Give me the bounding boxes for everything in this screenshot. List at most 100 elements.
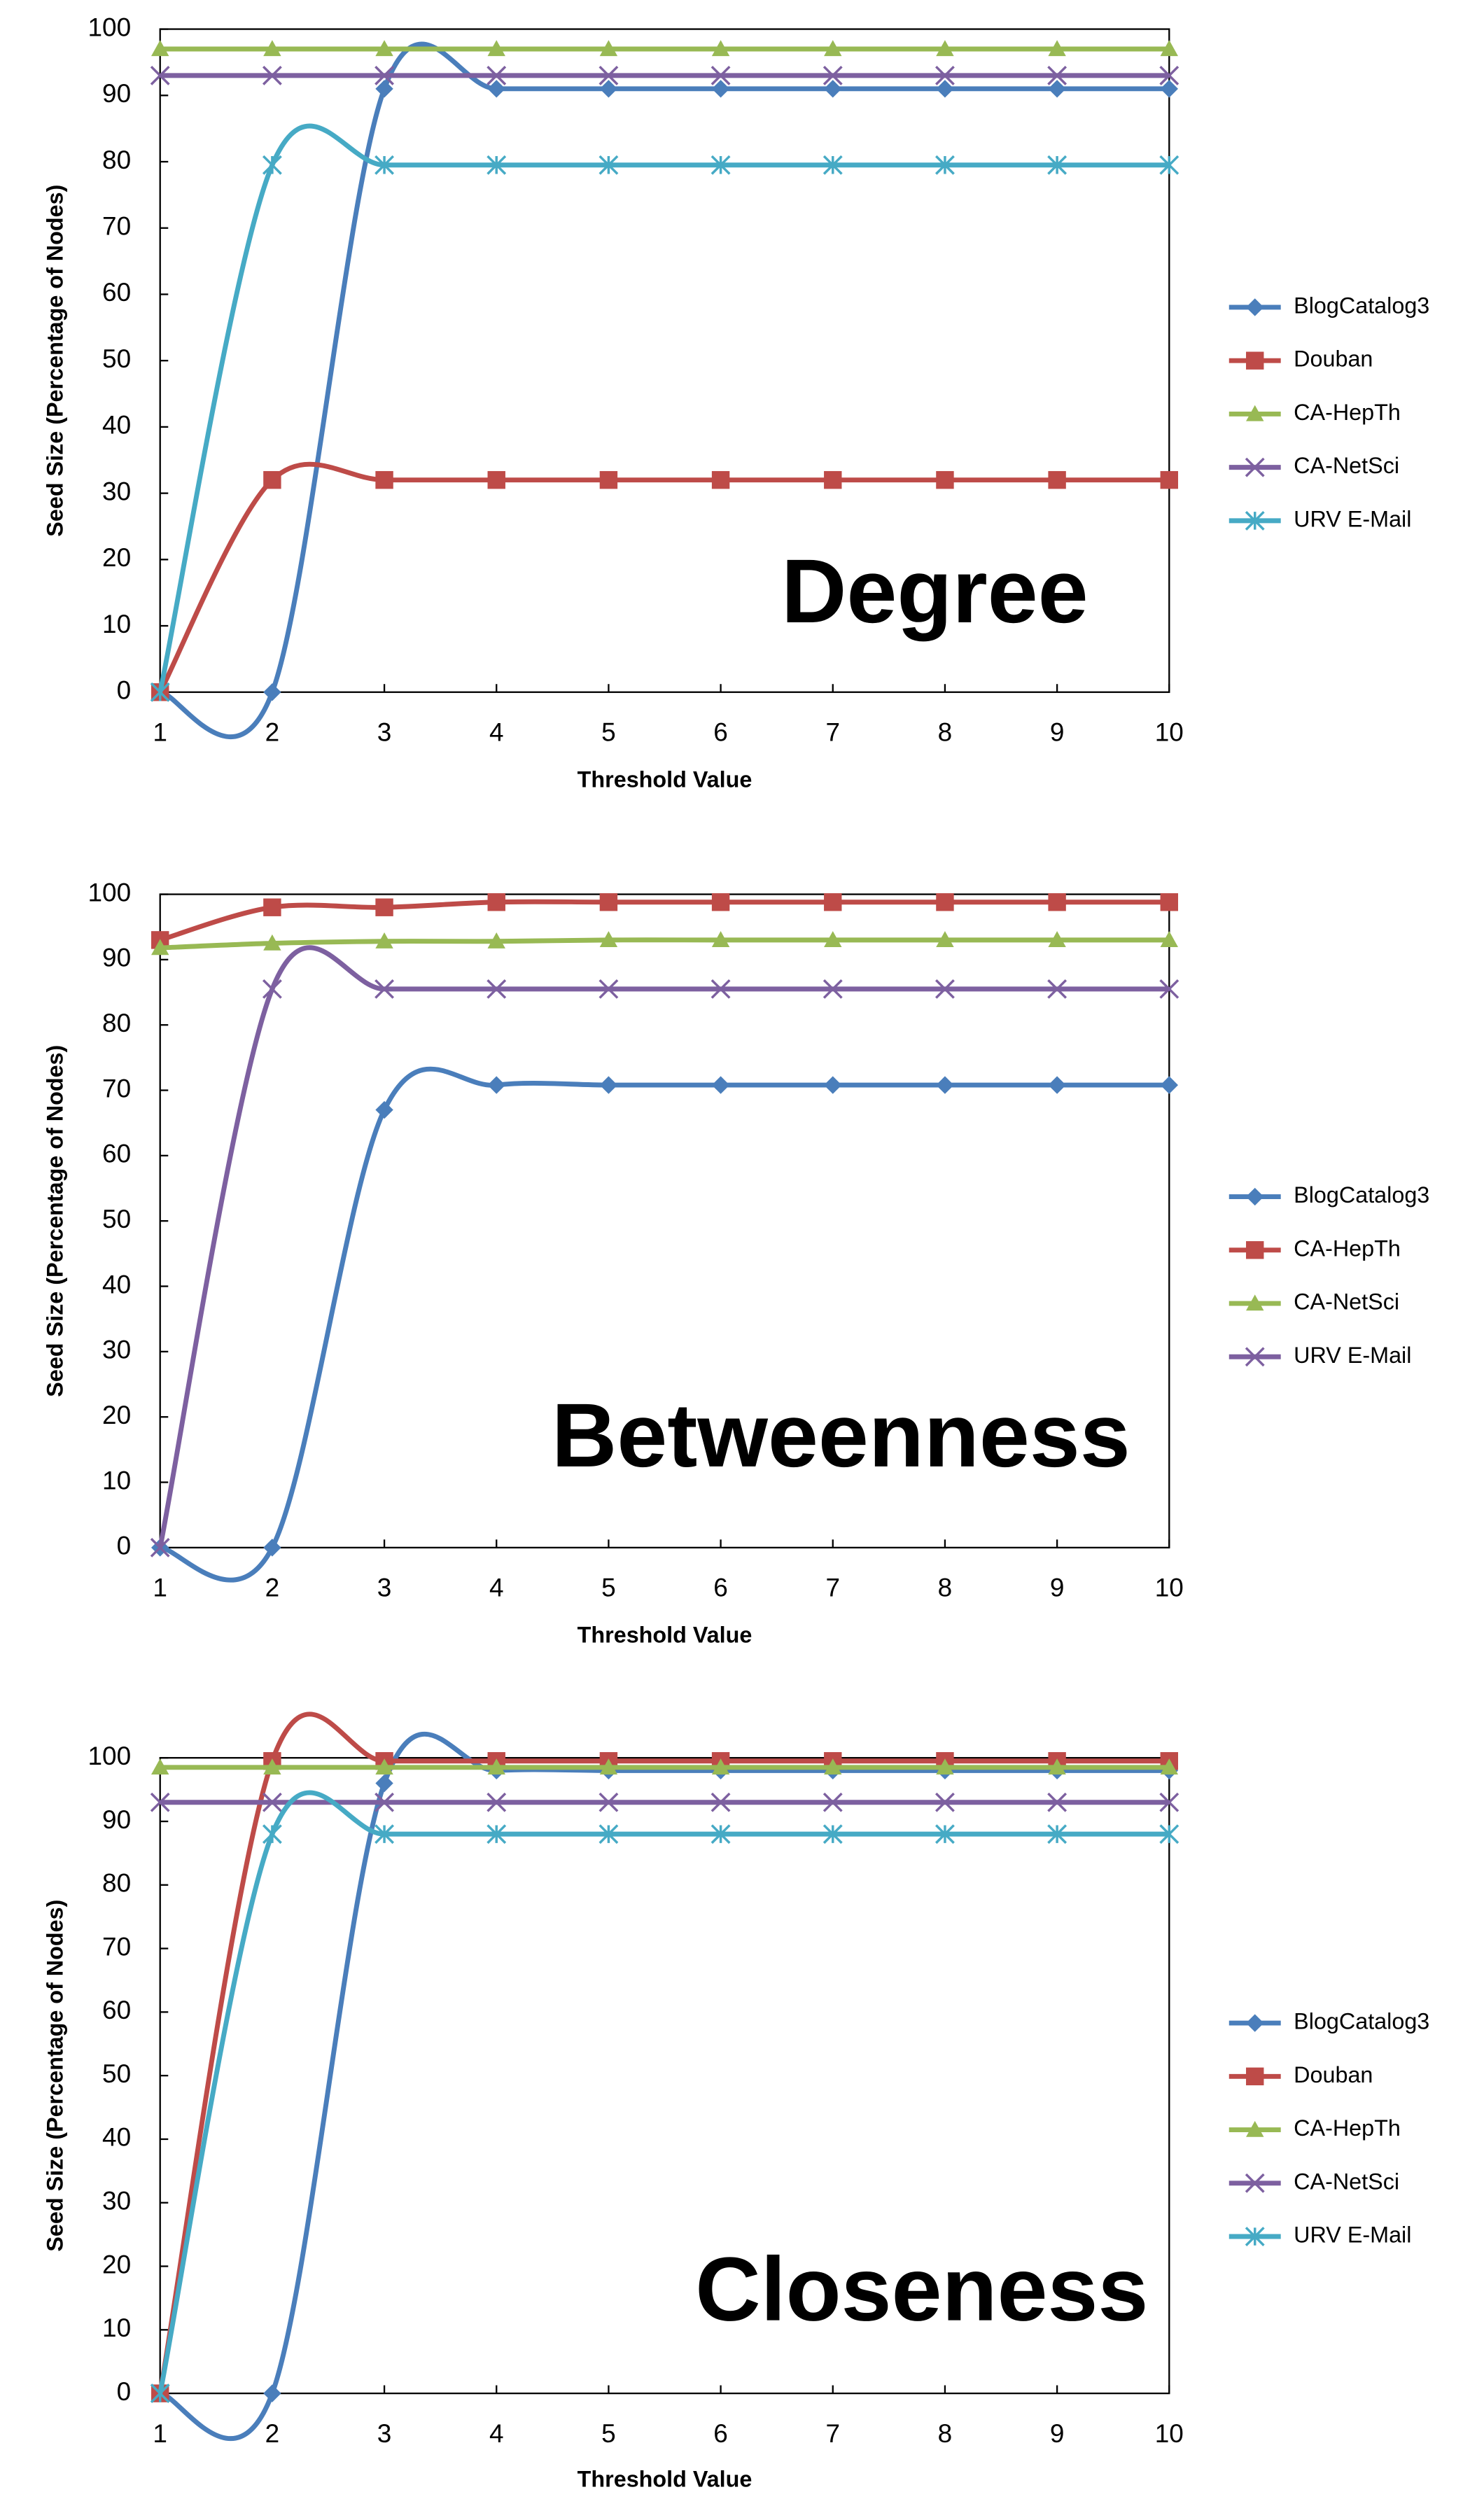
marker bbox=[150, 682, 170, 702]
legend-marker bbox=[1246, 2014, 1264, 2032]
y-axis-title: Seed Size (Percentage of Nodes) bbox=[42, 185, 67, 537]
legend-label: CA-HepTh bbox=[1294, 2115, 1401, 2141]
x-tick-label: 8 bbox=[938, 2419, 953, 2448]
marker bbox=[1047, 155, 1068, 175]
marker bbox=[486, 1824, 507, 1844]
marker bbox=[263, 934, 281, 951]
marker bbox=[1047, 65, 1068, 85]
marker bbox=[599, 40, 618, 57]
x-tick-label: 9 bbox=[1050, 2419, 1065, 2448]
marker bbox=[1048, 470, 1066, 489]
marker bbox=[598, 1792, 619, 1812]
legend-marker bbox=[1246, 298, 1264, 316]
marker bbox=[599, 1758, 618, 1774]
legend-marker bbox=[1245, 2227, 1265, 2246]
marker bbox=[487, 470, 505, 489]
marker bbox=[375, 1100, 393, 1119]
marker bbox=[935, 979, 955, 999]
x-tick-label: 7 bbox=[825, 1574, 840, 1602]
marker bbox=[1159, 65, 1180, 85]
y-tick-label: 0 bbox=[117, 2377, 132, 2406]
marker bbox=[1048, 931, 1066, 948]
x-axis-title: Threshold Value bbox=[578, 766, 752, 792]
annotation: Betweenness bbox=[552, 1385, 1130, 1486]
marker bbox=[598, 65, 619, 85]
y-tick-label: 90 bbox=[102, 1805, 131, 1834]
marker bbox=[1160, 470, 1178, 489]
marker bbox=[711, 40, 730, 57]
x-tick-label: 5 bbox=[601, 718, 616, 747]
marker bbox=[598, 979, 619, 999]
marker bbox=[824, 470, 842, 489]
marker bbox=[263, 470, 281, 489]
legend-label: CA-NetSci bbox=[1294, 453, 1399, 478]
annotation: Closeness bbox=[695, 2239, 1148, 2340]
marker bbox=[263, 683, 281, 701]
marker bbox=[263, 2384, 281, 2402]
marker bbox=[822, 1792, 843, 1812]
legend-label: CA-NetSci bbox=[1294, 1289, 1399, 1315]
x-tick-label: 2 bbox=[265, 718, 280, 747]
marker bbox=[1047, 979, 1068, 999]
marker bbox=[935, 65, 955, 85]
x-axis-title: Threshold Value bbox=[578, 1622, 752, 1647]
legend-label: URV E-Mail bbox=[1294, 1343, 1411, 1368]
y-tick-label: 50 bbox=[102, 1205, 131, 1233]
x-tick-label: 8 bbox=[938, 1574, 953, 1602]
marker bbox=[599, 470, 618, 489]
marker bbox=[822, 979, 843, 999]
marker bbox=[710, 979, 731, 999]
marker bbox=[822, 65, 843, 85]
marker bbox=[1160, 893, 1178, 911]
marker bbox=[374, 1792, 395, 1812]
y-tick-label: 30 bbox=[102, 2187, 131, 2216]
x-tick-label: 2 bbox=[265, 2419, 280, 2448]
x-tick-label: 1 bbox=[153, 718, 167, 747]
marker bbox=[935, 155, 955, 175]
line-chart: 0 10 20 30 40 50 60 70 80 90 100 1 2 3 4 5 6 7 8 9 10 Thresho… bbox=[42, 1712, 1429, 2491]
marker bbox=[375, 932, 393, 948]
marker bbox=[486, 1792, 507, 1812]
marker bbox=[1048, 1758, 1066, 1774]
marker bbox=[151, 40, 169, 57]
marker bbox=[711, 1758, 730, 1774]
x-tick-label: 10 bbox=[1155, 718, 1184, 747]
legend-marker bbox=[1246, 1294, 1264, 1311]
y-tick-label: 40 bbox=[102, 2123, 131, 2152]
y-tick-label: 80 bbox=[102, 146, 131, 174]
marker bbox=[1048, 893, 1066, 911]
x-tick-label: 6 bbox=[713, 718, 728, 747]
line-chart: 0 10 20 30 40 50 60 70 80 90 100 1 2 3 4 5 6 7 8 9 10 Thresho… bbox=[42, 878, 1429, 1647]
y-tick-label: 0 bbox=[117, 676, 132, 705]
y-tick-label: 100 bbox=[88, 878, 131, 906]
marker bbox=[1048, 40, 1066, 57]
x-tick-label: 4 bbox=[489, 1574, 504, 1602]
marker bbox=[936, 893, 954, 911]
marker bbox=[1160, 931, 1178, 948]
marker bbox=[822, 1824, 843, 1844]
marker bbox=[262, 979, 282, 999]
series-line bbox=[159, 899, 1170, 943]
series-line bbox=[160, 937, 1170, 951]
marker bbox=[262, 1792, 282, 1812]
marker bbox=[375, 1758, 393, 1774]
marker bbox=[486, 155, 507, 175]
line-chart: 0 10 20 30 40 50 60 70 80 90 100 1 2 3 4 5 6 7 8 9 10 Thresho… bbox=[42, 13, 1429, 792]
marker bbox=[263, 40, 281, 57]
y-axis-title: Seed Size (Percentage of Nodes) bbox=[42, 1900, 67, 2252]
marker bbox=[936, 80, 954, 98]
marker bbox=[262, 1824, 282, 1844]
series-line bbox=[159, 41, 1170, 739]
x-tick-label: 9 bbox=[1050, 718, 1065, 747]
y-axis-title: Seed Size (Percentage of Nodes) bbox=[42, 1045, 67, 1397]
y-tick-label: 80 bbox=[102, 1009, 131, 1037]
marker bbox=[711, 470, 730, 489]
legend-marker bbox=[1246, 351, 1264, 370]
marker bbox=[599, 1076, 618, 1094]
marker bbox=[151, 1758, 169, 1774]
marker bbox=[1160, 80, 1178, 98]
x-tick-label: 5 bbox=[601, 2419, 616, 2448]
y-tick-label: 50 bbox=[102, 344, 131, 373]
marker bbox=[599, 931, 618, 948]
legend-marker bbox=[1246, 2067, 1264, 2086]
